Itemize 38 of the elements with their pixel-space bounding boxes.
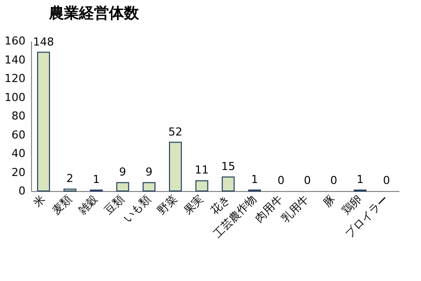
y-tick-label: 80 (12, 110, 26, 122)
x-tick-label: 雑穀 (76, 192, 101, 218)
x-tick-label: 果実 (181, 192, 206, 218)
y-tick-label: 120 (4, 72, 26, 85)
data-label: 148 (33, 35, 54, 48)
data-label: 52 (168, 125, 182, 138)
data-label: 1 (92, 173, 100, 186)
bar (222, 176, 235, 192)
data-label: 15 (221, 160, 236, 173)
data-label: 9 (119, 166, 126, 179)
bar (116, 182, 130, 192)
data-label: 0 (277, 174, 284, 187)
bar (195, 180, 208, 192)
data-label: 0 (304, 174, 311, 187)
data-label: 0 (382, 174, 390, 187)
x-tick-label: 豆類 (102, 192, 127, 218)
data-label: 11 (194, 164, 209, 177)
chart-title: 農業経営体数 (48, 4, 140, 22)
y-tick-label: 160 (4, 34, 26, 48)
x-tick-label: 鶏卵 (340, 192, 364, 218)
data-label: 9 (146, 166, 153, 179)
x-tick-label: 麦類 (49, 192, 74, 218)
bar (37, 52, 50, 192)
x-tick-label: 野菜 (154, 192, 180, 218)
data-label: 2 (66, 172, 74, 186)
data-label: 1 (251, 173, 258, 186)
y-tick-label: 0 (18, 184, 26, 198)
bar (142, 182, 156, 192)
x-tick-label: 豚 (320, 192, 338, 210)
data-label: 1 (356, 173, 364, 186)
x-tick-label: 米 (30, 192, 48, 210)
data-label: 0 (330, 174, 338, 187)
y-tick-label: 40 (12, 147, 26, 160)
bar (168, 142, 182, 192)
y-tick-label: 60 (12, 128, 26, 142)
y-tick-label: 100 (4, 90, 26, 104)
y-tick-label: 140 (4, 53, 26, 66)
y-tick-label: 20 (12, 166, 26, 179)
